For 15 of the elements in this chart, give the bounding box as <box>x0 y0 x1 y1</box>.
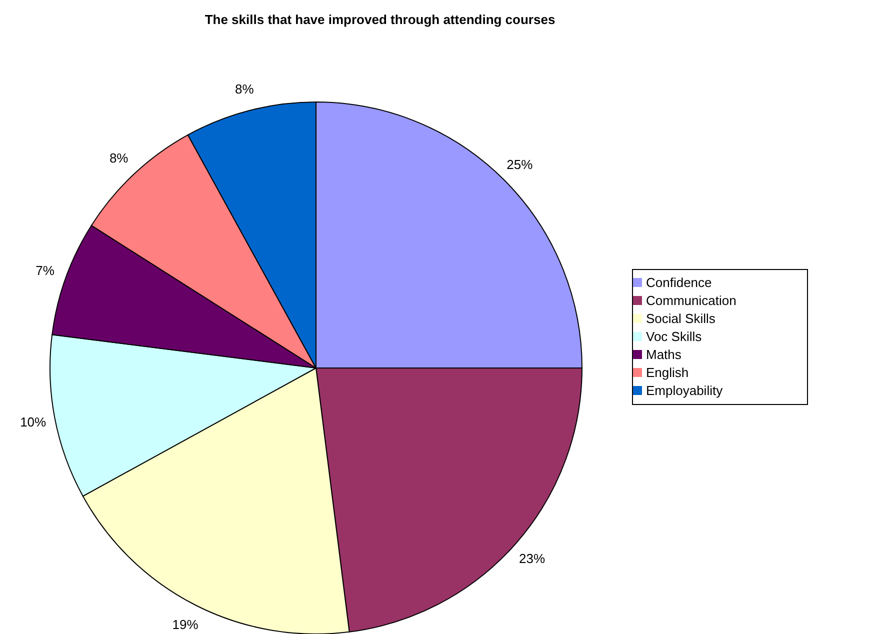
data-label: 10% <box>20 414 47 430</box>
legend-label: Confidence <box>646 275 712 290</box>
legend-label: Social Skills <box>646 311 716 326</box>
legend-label: Employability <box>646 383 723 398</box>
data-label: 23% <box>519 550 546 566</box>
data-label: 8% <box>109 150 129 166</box>
data-label: 25% <box>506 156 534 172</box>
legend-label: Communication <box>646 293 736 308</box>
chart-title: The skills that have improved through attending courses <box>204 11 556 29</box>
legend-label: English <box>646 365 689 380</box>
data-label: 8% <box>234 82 254 97</box>
legend-label: Maths <box>646 347 682 362</box>
data-label: 7% <box>36 262 55 278</box>
legend-label: Voc Skills <box>646 329 702 344</box>
data-label: 19% <box>172 617 199 632</box>
